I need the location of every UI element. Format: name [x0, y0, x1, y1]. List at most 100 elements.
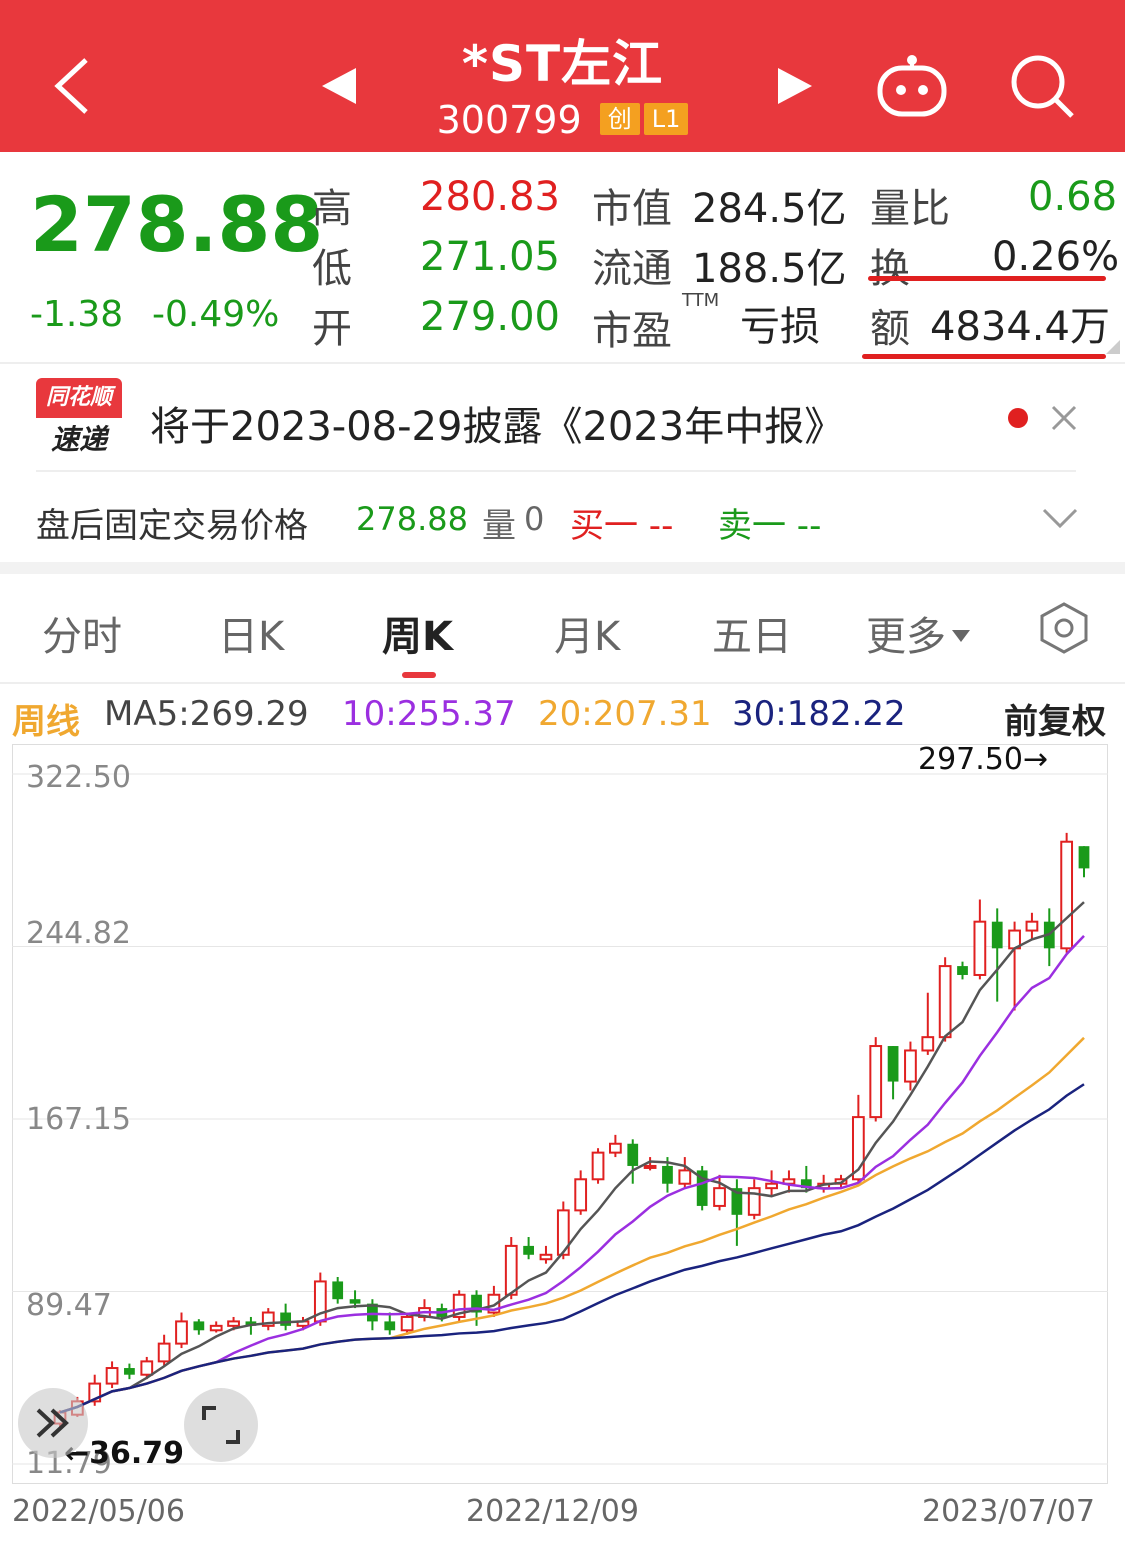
current-price: 278.88 [30, 180, 324, 269]
divider [36, 470, 1076, 472]
high-value: 280.83 [420, 174, 560, 220]
candle [1060, 832, 1074, 953]
candle [523, 1237, 534, 1260]
ma10-label: 10:255.37 [342, 694, 516, 734]
candle [1078, 846, 1090, 878]
candle [973, 899, 987, 980]
candle [105, 1361, 119, 1389]
tab-five-day[interactable]: 五日 [712, 614, 792, 660]
page-title: *ST左江 [461, 35, 664, 93]
candle [1008, 921, 1021, 1011]
news-text[interactable]: 将于2023-08-29披露《2023年中报》 [150, 404, 845, 450]
tab-intraday[interactable]: 分时 [42, 614, 122, 660]
candle [332, 1276, 344, 1304]
y-tick-label: 89.47 [26, 1288, 112, 1323]
candle [487, 1285, 501, 1317]
pe-label: 市盈 [592, 308, 672, 354]
candle [765, 1170, 778, 1198]
ma20-line [59, 1036, 1085, 1414]
after-hours-vol: 0 [524, 500, 545, 538]
turnover-value: 0.26% [992, 234, 1120, 280]
kline-chart-frame[interactable] [12, 744, 1108, 1484]
candle [938, 957, 952, 1042]
candle [991, 908, 1003, 1002]
back-icon[interactable] [52, 56, 92, 116]
divider [0, 362, 1125, 364]
turnover-label: 换 [870, 246, 910, 292]
mcap-label: 市值 [592, 186, 672, 232]
pe-value: 亏损 [740, 304, 820, 350]
next-stock-icon[interactable] [776, 68, 816, 104]
price-change: -1.38 [30, 294, 124, 335]
kline-chart[interactable] [12, 744, 1108, 1484]
candle [713, 1174, 726, 1211]
y-tick-label: 244.82 [26, 916, 131, 951]
candle [88, 1374, 102, 1406]
candle [800, 1165, 812, 1193]
tab-weekly-k[interactable]: 周K [382, 614, 453, 660]
candle [747, 1179, 761, 1220]
candle [418, 1299, 431, 1322]
candle [556, 1201, 570, 1260]
candle [643, 1157, 657, 1171]
candle [887, 1046, 899, 1100]
underline-mark [868, 276, 1106, 281]
stock-code-row: 300799 创 L1 [0, 98, 1125, 142]
candle [313, 1272, 327, 1326]
low-value: 271.05 [420, 234, 560, 280]
tab-daily-k[interactable]: 日K [218, 614, 285, 660]
stock-code: 300799 [436, 98, 582, 142]
expand-left-button[interactable] [18, 1388, 88, 1458]
sell-one: 卖一 -- [718, 506, 822, 546]
tab-monthly-k[interactable]: 月K [554, 614, 621, 660]
candle [904, 1041, 917, 1091]
candle [157, 1334, 171, 1366]
robot-icon[interactable] [874, 52, 950, 122]
close-icon[interactable] [1050, 404, 1078, 432]
low-label: 低 [312, 246, 352, 292]
candle [921, 992, 935, 1055]
adjust-mode[interactable]: 前复权 [1004, 702, 1106, 742]
tab-more[interactable]: 更多 [866, 604, 972, 662]
header: *ST左江 300799 创 L1 [0, 0, 1125, 152]
chuang-badge: 创 [599, 103, 640, 135]
amount-value: 4834.4万 [930, 304, 1110, 350]
period-label: 周线 [12, 702, 80, 742]
candle [452, 1290, 466, 1322]
y-tick-label: 322.50 [26, 760, 131, 795]
ma30-label: 30:182.22 [732, 694, 906, 734]
active-tab-indicator [402, 672, 436, 678]
float-label: 流通 [592, 246, 672, 292]
candle [124, 1363, 135, 1380]
candle [400, 1312, 414, 1335]
x-tick-label: 2023/07/07 [922, 1494, 1095, 1529]
level-badge: L1 [643, 103, 689, 135]
ma5-label: MA5:269.29 [104, 694, 309, 734]
candle [678, 1157, 692, 1189]
settings-hexagon-icon[interactable] [1036, 600, 1092, 656]
candle [1043, 908, 1055, 967]
fullscreen-button[interactable] [184, 1388, 258, 1462]
open-label: 开 [312, 306, 352, 352]
prev-stock-icon[interactable] [320, 68, 360, 104]
amount-label: 额 [870, 306, 910, 352]
candle [504, 1237, 518, 1300]
search-icon[interactable] [1008, 52, 1078, 122]
chevron-down-icon[interactable] [1042, 506, 1078, 530]
y-tick-label: 167.15 [26, 1102, 131, 1137]
candle [384, 1312, 396, 1335]
news-banner[interactable]: 同花顺 速递 将于2023-08-29披露《2023年中报》 [0, 364, 1125, 474]
candle [782, 1170, 796, 1193]
after-hours-price: 278.88 [356, 500, 468, 538]
after-hours-vol-label: 量 [482, 506, 516, 546]
volume-ratio-label: 量比 [870, 186, 950, 232]
underline-mark [862, 354, 1106, 359]
double-chevron-icon [36, 1408, 69, 1438]
candle [175, 1312, 188, 1349]
ma5-line [59, 901, 1085, 1414]
x-tick-label: 2022/05/06 [12, 1494, 185, 1529]
mcap-value: 284.5亿 [692, 186, 847, 232]
volume-ratio-value: 0.68 [1028, 174, 1118, 220]
ma30-line [59, 1083, 1085, 1414]
candle [261, 1308, 275, 1331]
